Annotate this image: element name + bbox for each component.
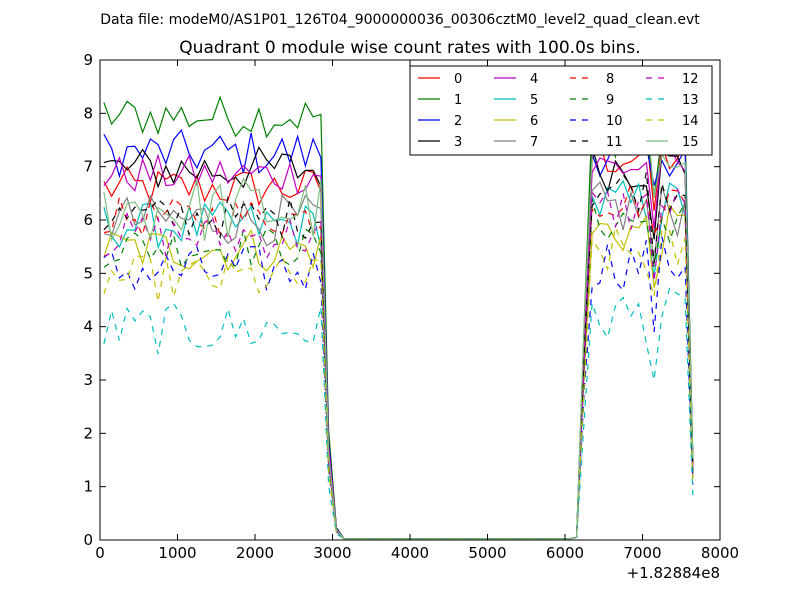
legend-label-9: 9 <box>606 93 614 108</box>
y-tick-label: 5 <box>83 264 93 282</box>
legend-label-1: 1 <box>454 93 462 108</box>
x-axis: 0 1000 2000 3000 4000 5000 6000 7000 8000 <box>95 60 739 562</box>
series-line-13 <box>103 287 694 540</box>
y-tick-label: 7 <box>83 158 93 176</box>
series-line-9 <box>103 198 694 540</box>
y-tick-label: 0 <box>83 531 93 549</box>
series-line-14 <box>103 225 694 540</box>
legend-label-12: 12 <box>682 72 699 87</box>
y-tick-label: 4 <box>83 318 93 336</box>
series-line-12 <box>103 187 694 540</box>
y-tick-label: 6 <box>83 211 93 229</box>
series-line-0 <box>103 133 694 540</box>
series-line-10 <box>103 236 694 540</box>
legend-label-6: 6 <box>530 114 538 129</box>
series-line-3 <box>103 145 694 540</box>
x-tick-label: 0 <box>95 544 105 562</box>
x-tick-label: 5000 <box>468 544 506 562</box>
legend-label-3: 3 <box>454 135 462 150</box>
legend-label-7: 7 <box>530 135 538 150</box>
x-tick-label: 7000 <box>623 544 661 562</box>
legend-label-15: 15 <box>682 135 699 150</box>
y-tick-label: 3 <box>83 371 93 389</box>
x-tick-label: 6000 <box>546 544 584 562</box>
legend-frame <box>409 65 713 156</box>
x-tick-label: 4000 <box>391 544 429 562</box>
legend-label-14: 14 <box>682 114 699 129</box>
series-line-4 <box>103 147 694 540</box>
figure-suptitle: Data file: modeM0/AS1P01_126T04_90000000… <box>100 12 700 28</box>
x-tick-label: 1000 <box>158 544 196 562</box>
legend-label-13: 13 <box>682 93 699 108</box>
y-tick-label: 9 <box>83 51 93 69</box>
y-tick-label: 8 <box>83 104 93 122</box>
legend-label-2: 2 <box>454 114 462 129</box>
series-line-7 <box>103 180 694 540</box>
y-tick-label: 1 <box>83 478 93 496</box>
legend-label-5: 5 <box>530 93 538 108</box>
series-line-5 <box>103 179 694 540</box>
x-tick-label: 8000 <box>701 544 739 562</box>
plot-area <box>99 59 721 541</box>
x-tick-label: 3000 <box>313 544 351 562</box>
legend-label-11: 11 <box>606 135 623 150</box>
legend-label-0: 0 <box>454 72 462 87</box>
series-line-6 <box>103 204 694 540</box>
legend-label-4: 4 <box>530 72 538 87</box>
series-line-8 <box>103 181 694 540</box>
series-line-11 <box>103 172 694 540</box>
series-line-1 <box>103 95 694 540</box>
y-tick-label: 2 <box>83 424 93 442</box>
x-tick-label: 2000 <box>236 544 274 562</box>
plot-title: Quadrant 0 module wise count rates with … <box>179 38 640 58</box>
legend-label-10: 10 <box>606 114 623 129</box>
legend-label-8: 8 <box>606 72 614 87</box>
x-offset-label: +1.82884e8 <box>627 564 720 582</box>
